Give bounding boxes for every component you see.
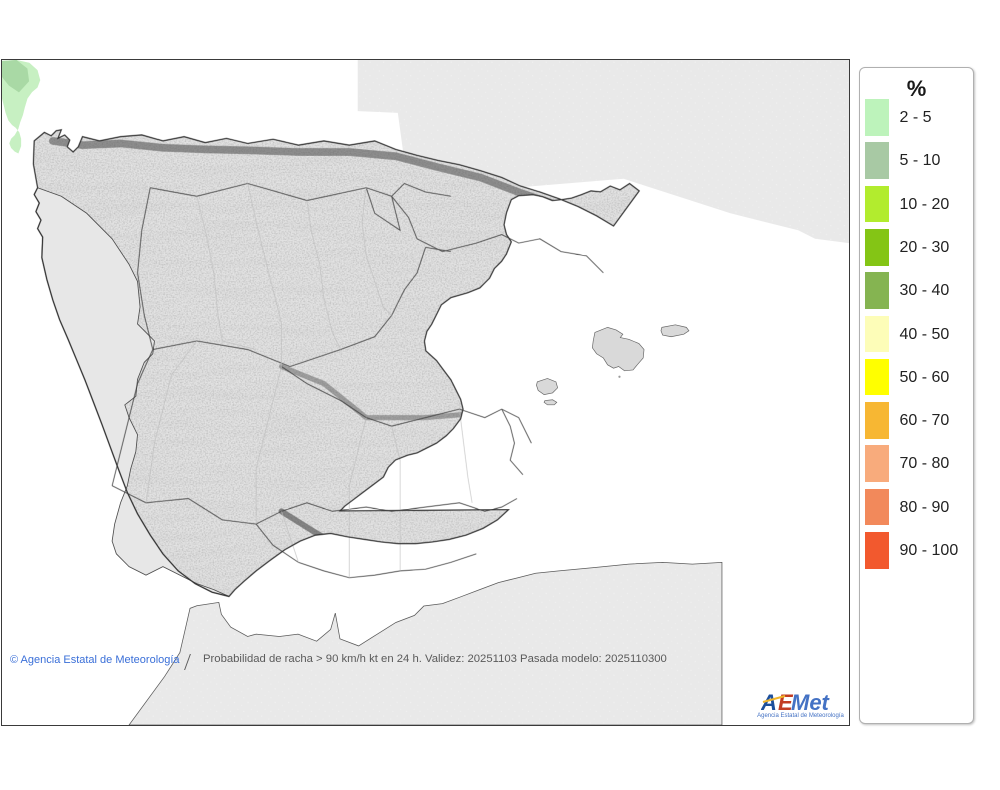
svg-text:Met: Met (791, 690, 831, 715)
